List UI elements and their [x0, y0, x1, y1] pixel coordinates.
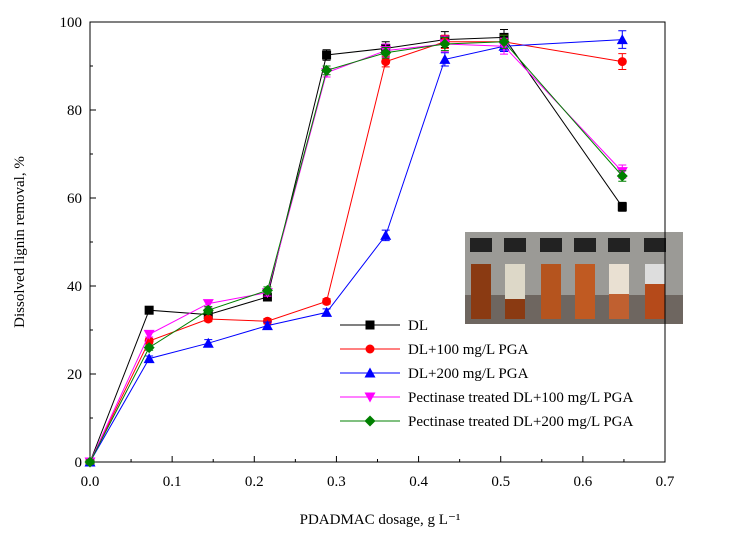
x-axis-label: PDADMAC dosage, g L⁻¹: [300, 512, 461, 528]
y-tick-label: 100: [60, 15, 83, 31]
marker: [143, 353, 155, 364]
marker: [439, 38, 451, 50]
marker: [439, 53, 451, 64]
y-tick-label: 40: [67, 279, 82, 295]
marker: [364, 415, 376, 427]
marker: [380, 47, 392, 59]
marker: [365, 344, 375, 354]
x-tick-label: 0.7: [656, 474, 675, 490]
y-axis-label: Dissolved lignin removal, %: [12, 156, 28, 328]
marker: [616, 34, 628, 45]
marker: [143, 329, 155, 340]
x-tick-label: 0.5: [491, 474, 510, 490]
marker: [143, 342, 155, 354]
legend-label: Pectinase treated DL+200 mg/L PGA: [408, 414, 634, 430]
marker: [364, 367, 376, 378]
marker: [203, 314, 213, 324]
x-tick-label: 0.0: [81, 474, 100, 490]
marker: [202, 304, 214, 316]
marker: [202, 299, 214, 310]
x-tick-label: 0.1: [163, 474, 182, 490]
marker: [322, 296, 332, 306]
marker: [380, 229, 392, 240]
marker: [617, 202, 627, 212]
marker: [381, 57, 391, 67]
legend-label: DL+200 mg/L PGA: [408, 366, 529, 382]
marker: [617, 57, 627, 67]
marker: [321, 306, 333, 317]
y-tick-label: 0: [75, 455, 83, 471]
marker: [202, 337, 214, 348]
y-tick-label: 60: [67, 191, 82, 207]
marker: [498, 36, 510, 48]
inset-photo: [465, 232, 683, 324]
marker: [261, 320, 273, 331]
legend-label: DL: [408, 318, 428, 334]
marker: [364, 392, 376, 403]
marker: [365, 320, 375, 330]
legend-label: DL+100 mg/L PGA: [408, 342, 529, 358]
x-tick-label: 0.4: [409, 474, 428, 490]
x-tick-label: 0.3: [327, 474, 346, 490]
y-tick-label: 20: [67, 367, 82, 383]
marker: [144, 305, 154, 315]
marker: [84, 456, 96, 468]
legend-label: Pectinase treated DL+100 mg/L PGA: [408, 390, 634, 406]
marker: [322, 50, 332, 60]
marker: [616, 170, 628, 182]
x-tick-label: 0.6: [573, 474, 592, 490]
x-tick-label: 0.2: [245, 474, 264, 490]
marker: [261, 284, 273, 296]
marker: [321, 64, 333, 76]
y-tick-label: 80: [67, 103, 82, 119]
